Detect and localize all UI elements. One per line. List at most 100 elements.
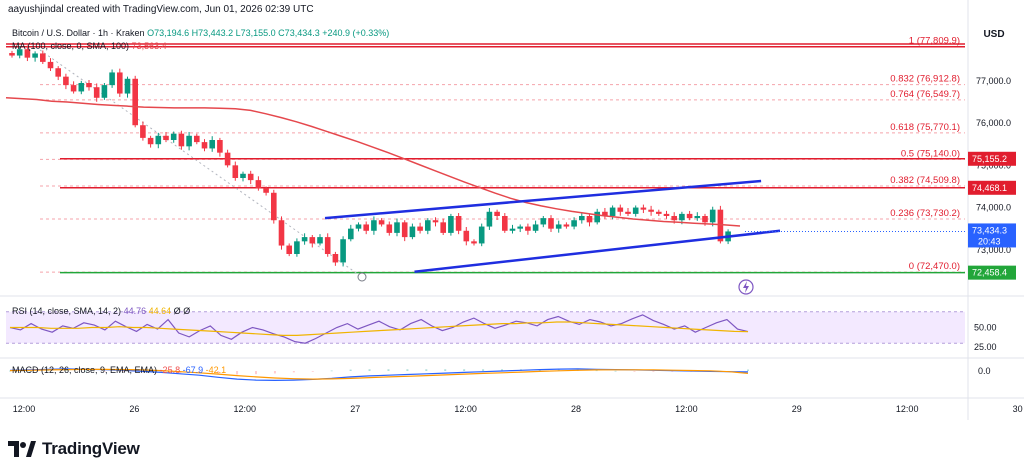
fib-level-label: 0.382 (74,509.8) [890,175,960,186]
candle-body [648,209,654,212]
price-axis-tick: 74,000.0 [976,203,1011,213]
candle-body [494,211,500,216]
candle-body [656,211,662,214]
time-axis-tick: 12:00 [454,404,477,414]
candle-body [247,173,254,181]
candle-body [109,72,115,86]
candle-body [355,224,362,229]
candle-body [209,140,215,149]
candle-body [409,226,416,238]
candle-body [702,216,708,223]
candle-body [486,211,493,227]
fib-trend-line [39,49,363,278]
candle-body [478,226,485,244]
candle-body [201,142,208,149]
macd-histogram-bar [671,371,674,372]
fib-level-label: 0 (72,470.0) [909,261,960,272]
candle-body [217,140,223,153]
candle-body [594,211,600,223]
price-axis-tick: 73,000.0 [976,245,1011,255]
candle-body [463,230,470,242]
time-axis-tick: 12:00 [675,404,698,414]
candle-body [417,226,423,231]
candle-body [632,207,639,214]
fib-level-label: 0.618 (75,770.1) [890,122,960,133]
rsi-value: 44.76 [123,306,147,316]
candle-body [625,211,631,214]
rsi-label: RSI (14, close, SMA, 14, 2) [12,306,122,316]
candle-body [517,226,523,229]
candle-body [317,237,323,244]
current-price-tag [968,223,1016,248]
candle-body [709,209,716,223]
macd-histogram-bar [103,371,106,372]
candle-body [686,213,693,219]
rsi-line [9,314,749,344]
channel-lower-line [414,229,781,273]
candle-body [301,237,308,242]
rsi-extra-2: Ø [183,306,191,316]
candle-body [471,241,477,244]
horizontal-level-tag [968,151,1016,166]
candle-body [178,133,185,147]
time-axis-tick: 26 [129,404,139,414]
horizontal-level-tag-text: 72,458.4 [972,268,1007,278]
macd-histogram-bar [65,370,68,372]
candle-body [186,135,192,147]
candle-body [332,254,339,263]
rsi-ma-value: 44.64 [148,306,172,316]
macd-histogram-bar [292,371,295,373]
candle-body [502,216,508,231]
horizontal-level-tag [968,265,1016,280]
candle-body [70,85,77,92]
candle-body [294,241,300,254]
macd-histogram-bar [501,369,503,371]
time-axis-tick: 29 [792,404,802,414]
candle-body [455,216,462,231]
candle-body [586,216,593,223]
fib-level-label: 0.5 (75,140.0) [901,148,960,159]
horizontal-level-tag-text: 74,468.1 [972,183,1007,193]
macd-histogram-bar [236,371,239,375]
candle-body [278,220,285,246]
candle-body [140,125,146,138]
time-axis-tick: 30 [1013,404,1023,414]
candle-body [147,137,154,145]
candle-body [563,224,570,227]
macd-histogram-bar [122,371,125,372]
candle-body [24,49,31,58]
candle-body [132,78,138,126]
signal-line [9,368,749,380]
current-price-value: 73,434.3 [972,225,1007,235]
candle-body [548,218,554,229]
candle-body [163,135,169,140]
macd-label: MACD (12, 26, close, 9, EMA, EMA) [12,365,158,375]
horizontal-level-tag-text: 75,155.2 [972,154,1007,164]
candle-body [155,135,162,145]
candle-body [232,165,239,178]
candle-body [717,209,724,242]
ohlc-legend: Bitcoin / U.S. Dollar · 1h · Kraken O73,… [12,28,389,38]
macd-histogram-bar [311,371,314,372]
candle-body [340,239,346,263]
macd-legend: MACD (12, 26, close, 9, EMA, EMA) -25.8 … [12,365,226,375]
candle-body [101,85,108,98]
candle-body [679,213,685,221]
macd-histogram-bar [46,370,49,372]
candle-body [386,224,393,233]
time-axis-tick: 12:00 [896,404,919,414]
candle-body [324,237,331,254]
candle-body [617,207,624,212]
fib-level-label: 0.764 (76,549.7) [890,89,960,100]
fib-anchor-point [357,272,367,282]
candle-body [532,224,539,231]
horizontal-level-tag [968,180,1016,195]
time-axis-tick: 12:00 [234,404,257,414]
candle-body [263,188,269,193]
rsi-axis-tick: 50.00 [974,323,997,333]
candle-body [240,173,246,178]
currency-label[interactable]: USD [983,29,1005,40]
macd-histogram-bar [482,369,485,371]
macd-histogram-bar [273,371,276,374]
